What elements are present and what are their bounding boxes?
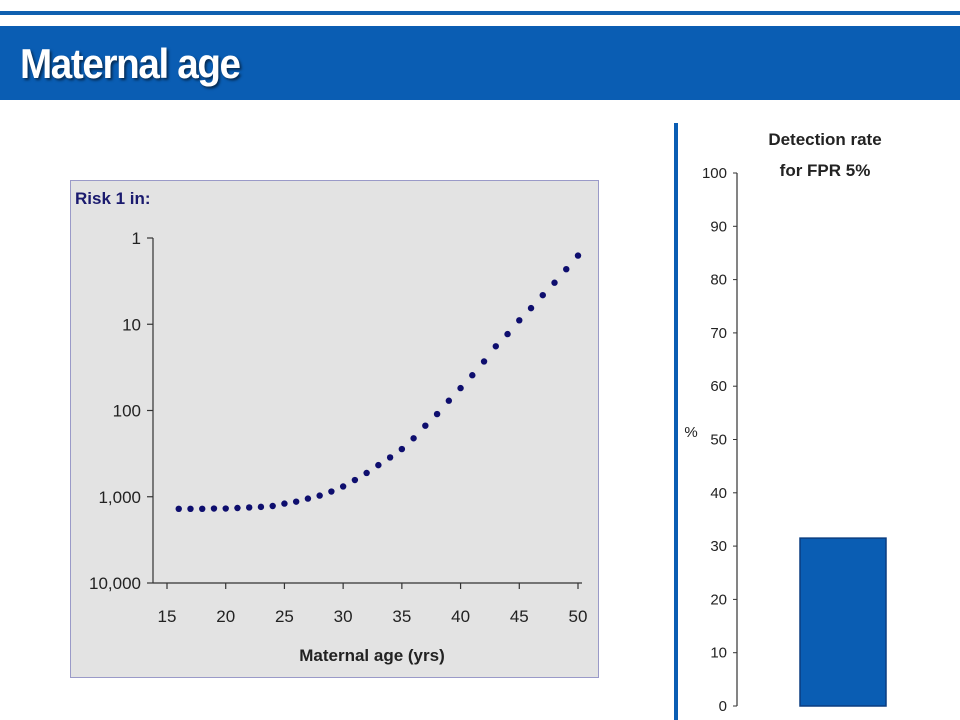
data-point [304,495,312,502]
x-tick-label: 30 [334,607,353,626]
detection-rate-bar [799,537,887,707]
data-point [269,502,276,510]
x-tick-label: 35 [392,607,411,626]
y-tick-label: 60 [710,378,727,395]
slide-title: Maternal age [20,40,241,87]
data-point [469,372,476,379]
y-tick-label: 20 [710,591,727,608]
x-tick-label: 40 [451,607,470,626]
y-tick-label: 50 [710,432,727,449]
data-point [339,483,347,490]
data-point [492,343,499,350]
y-tick-label: 80 [710,272,727,289]
data-point [292,498,300,505]
data-point [445,397,453,404]
x-tick-label: 20 [216,607,235,626]
y-tick-label: 1,000 [98,488,141,507]
y-tick-label: 0 [719,698,727,715]
vertical-divider [674,123,678,720]
title-banner: Maternal age [0,26,960,100]
y-tick-label: 100 [702,165,727,182]
data-point [422,422,429,429]
chart-title-line-2: for FPR 5% [780,161,871,180]
data-point [234,504,241,512]
x-tick-label: 25 [275,607,294,626]
y-tick-label: 70 [710,325,727,342]
data-point [351,476,359,484]
risk-chart-panel [70,180,599,678]
data-point [563,265,570,273]
data-point [199,505,206,513]
data-point [516,317,523,324]
data-point [328,488,335,495]
data-point [246,504,253,511]
data-point [410,435,417,442]
y-axis-label: % [684,424,697,441]
y-tick-label: 1 [132,229,141,248]
data-point [316,492,323,499]
data-point [457,384,464,392]
data-point [480,358,488,365]
data-point [222,505,229,512]
y-tick-label: 90 [710,218,727,235]
y-tick-label: 30 [710,538,727,555]
x-tick-label: 50 [569,607,588,626]
x-tick-label: 15 [158,607,177,626]
y-tick-label: 100 [113,402,141,421]
y-tick-label: 10 [710,645,727,662]
data-point [398,445,406,453]
y-tick-label: 40 [710,485,727,502]
data-point [574,252,582,259]
y-tick-label: 10 [122,315,141,334]
data-point [433,410,441,418]
data-point [386,454,394,461]
data-point [539,291,546,299]
x-tick-label: 45 [510,607,529,626]
data-point [210,505,218,512]
data-point [375,461,382,469]
data-point [363,469,370,477]
data-point [504,330,511,338]
data-point [551,279,558,286]
data-point [527,304,535,312]
x-axis-label: Maternal age (yrs) [299,646,445,665]
data-point [175,505,182,513]
top-rule [0,11,960,15]
data-point [187,505,194,513]
y-axis-label: Risk 1 in: [75,189,151,208]
chart-title-line-1: Detection rate [768,130,881,149]
data-point [257,503,265,511]
data-point [281,500,288,507]
y-tick-label: 10,000 [89,574,141,593]
